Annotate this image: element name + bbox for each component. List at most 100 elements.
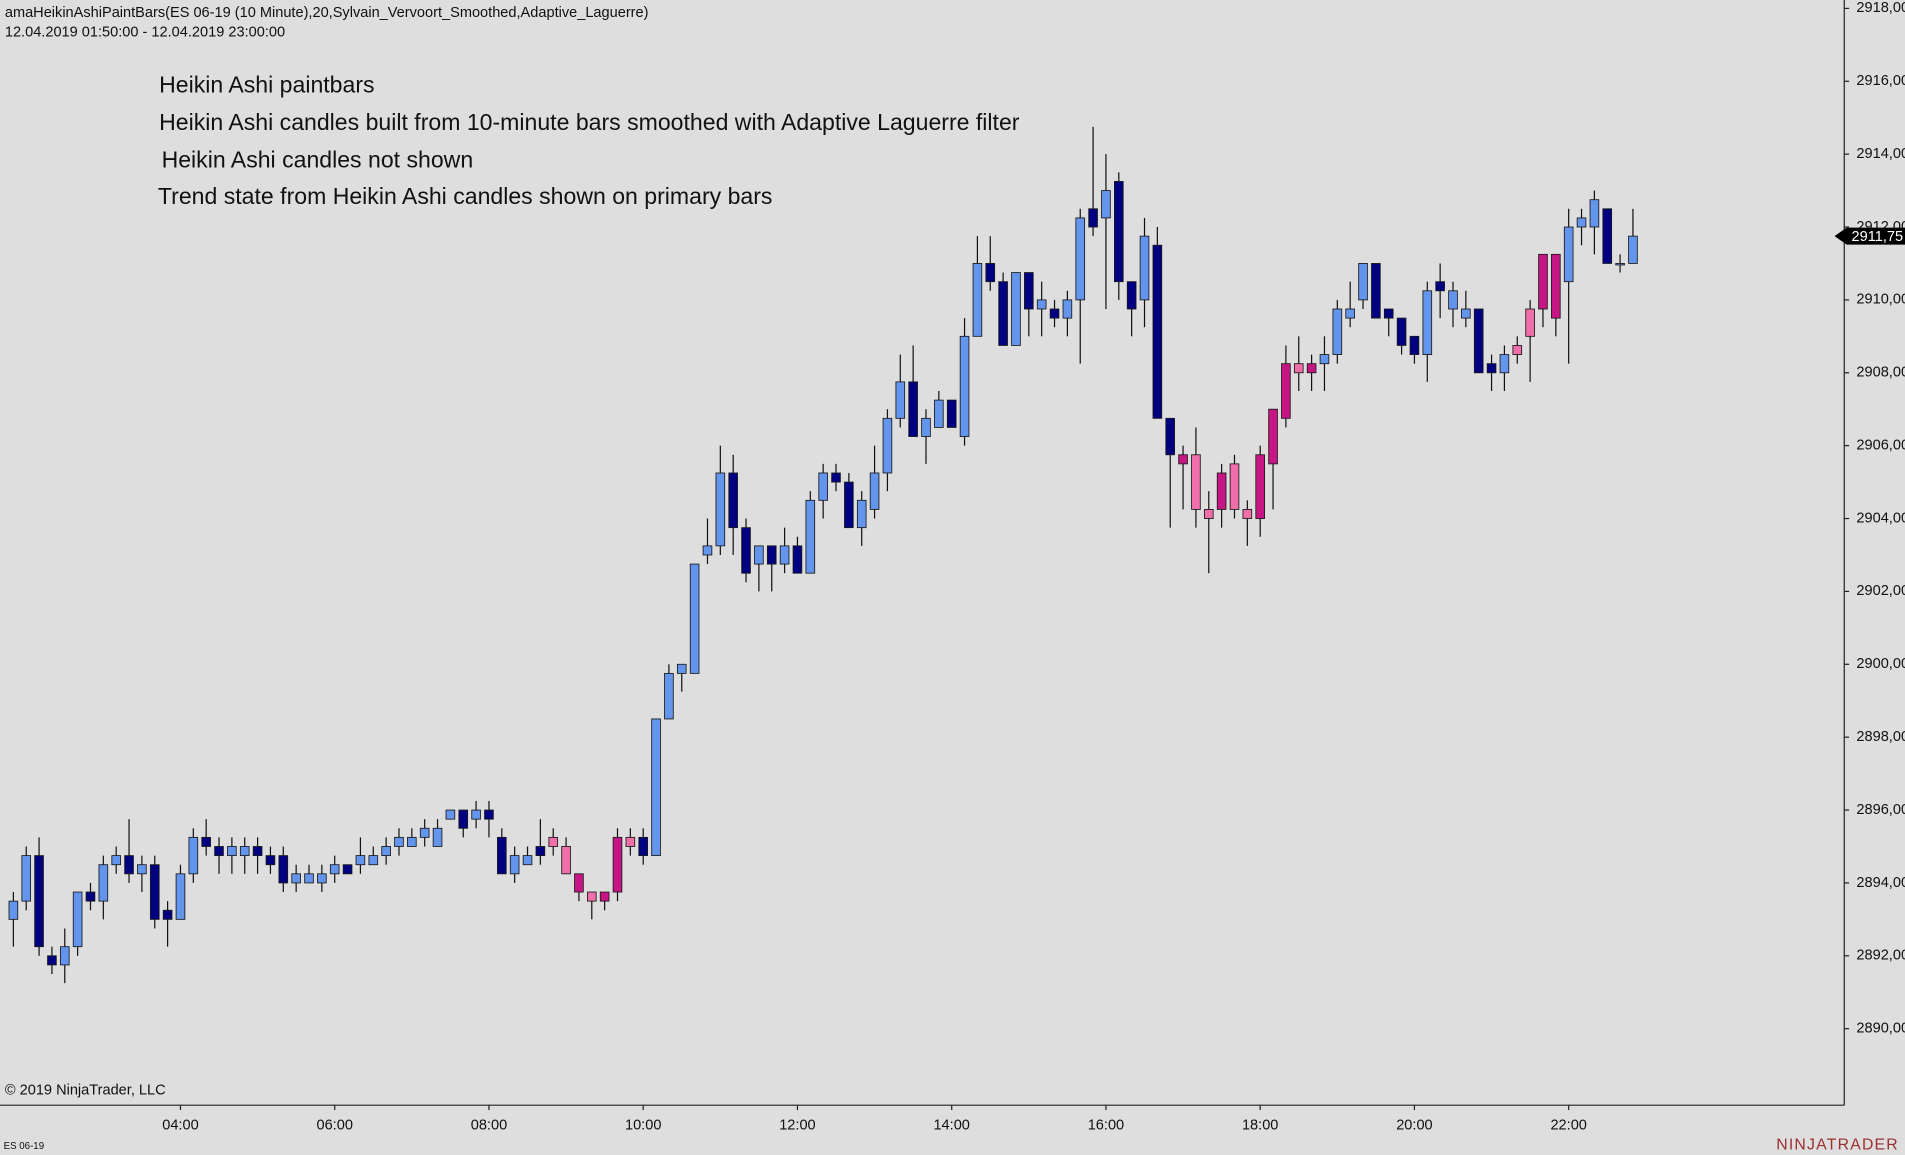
candle-body bbox=[612, 836, 623, 893]
candle-body bbox=[445, 809, 456, 820]
candle-body bbox=[1448, 290, 1458, 310]
candle-body bbox=[831, 472, 841, 483]
candle-body bbox=[1563, 226, 1574, 283]
last-price-label: 2911,75 bbox=[1852, 229, 1904, 245]
candle-body bbox=[1101, 190, 1111, 219]
candle-body bbox=[1113, 181, 1124, 283]
y-tick-label: 2906,00 bbox=[1856, 437, 1905, 453]
candle-body bbox=[1152, 244, 1163, 419]
candle-body bbox=[1281, 363, 1291, 419]
candle-body bbox=[175, 873, 186, 920]
candle-body bbox=[676, 663, 687, 674]
candle-body bbox=[1332, 308, 1343, 355]
candle-body bbox=[1486, 363, 1497, 374]
candle-body bbox=[1396, 317, 1407, 346]
candle-body bbox=[574, 873, 584, 893]
candle-body bbox=[522, 855, 533, 866]
x-tick-label: 04:00 bbox=[162, 1118, 198, 1134]
candle-body bbox=[34, 855, 44, 948]
candle-body bbox=[394, 836, 404, 847]
y-tick-label: 2900,00 bbox=[1856, 656, 1905, 672]
candle-body bbox=[368, 855, 379, 866]
y-tick-label: 2908,00 bbox=[1856, 365, 1905, 381]
candle-body bbox=[1062, 299, 1073, 319]
candle-body bbox=[1126, 281, 1137, 310]
candle-body bbox=[8, 900, 19, 920]
candle-body bbox=[561, 846, 571, 875]
candle-body bbox=[342, 864, 353, 875]
candle-body bbox=[1461, 308, 1471, 319]
candle-body bbox=[959, 335, 970, 437]
candle-body bbox=[239, 846, 250, 857]
annotation: Heikin Ashi candles built from 10-minute… bbox=[159, 109, 1020, 135]
candle-body bbox=[432, 827, 443, 847]
candle-body bbox=[779, 545, 790, 565]
candle-body bbox=[227, 846, 237, 857]
candle-body bbox=[1422, 290, 1433, 355]
y-tick-label: 2918,00 bbox=[1856, 0, 1905, 16]
annotation: Heikin Ashi candles not shown bbox=[162, 147, 474, 173]
candle-body bbox=[407, 836, 417, 847]
candle-body bbox=[355, 855, 366, 866]
x-tick-label: 14:00 bbox=[933, 1118, 969, 1134]
candle-body bbox=[1576, 217, 1587, 228]
y-tick-label: 2916,00 bbox=[1856, 73, 1905, 89]
candle-body bbox=[1216, 472, 1227, 510]
candle-body bbox=[715, 472, 726, 547]
candle-body bbox=[278, 855, 289, 884]
candle-body bbox=[1589, 199, 1600, 228]
candle-body bbox=[1011, 272, 1021, 346]
candle-body bbox=[1319, 354, 1330, 365]
candle-body bbox=[1268, 408, 1278, 465]
candle-body bbox=[1242, 508, 1253, 519]
candle-body bbox=[317, 873, 327, 884]
y-tick-label: 2902,00 bbox=[1856, 583, 1905, 599]
candle-body bbox=[458, 809, 469, 829]
candle-body bbox=[599, 891, 610, 902]
candle-body bbox=[844, 481, 854, 529]
candle-body bbox=[1371, 263, 1381, 319]
candle-body bbox=[535, 846, 546, 857]
x-tick-label: 12:00 bbox=[779, 1118, 815, 1134]
y-tick-label: 2894,00 bbox=[1856, 875, 1905, 891]
candle-body bbox=[47, 955, 57, 966]
candle-body bbox=[1602, 208, 1613, 264]
annotation: Trend state from Heikin Ashi candles sho… bbox=[158, 183, 773, 209]
candle-body bbox=[291, 873, 301, 884]
candle-body bbox=[252, 846, 263, 857]
candle-body bbox=[998, 281, 1008, 346]
chart-subtitle: 12.04.2019 01:50:00 - 12.04.2019 23:00:0… bbox=[5, 25, 285, 41]
x-tick-label: 20:00 bbox=[1396, 1118, 1432, 1134]
candle-body bbox=[72, 891, 83, 948]
candle-body bbox=[419, 827, 430, 838]
candle-body bbox=[1191, 454, 1201, 510]
candle-body bbox=[329, 864, 340, 875]
candle-body bbox=[265, 855, 276, 866]
candle-body bbox=[741, 527, 751, 574]
x-tick-label: 10:00 bbox=[625, 1118, 661, 1134]
candle-body bbox=[921, 417, 931, 437]
candle-body bbox=[664, 672, 674, 720]
y-tick-label: 2904,00 bbox=[1856, 510, 1905, 526]
x-tick-label: 08:00 bbox=[471, 1118, 507, 1134]
candle-body bbox=[856, 499, 867, 529]
y-tick-label: 2914,00 bbox=[1856, 146, 1905, 162]
candle-body bbox=[625, 836, 636, 847]
candle-body bbox=[1165, 417, 1176, 456]
y-tick-label: 2890,00 bbox=[1856, 1021, 1905, 1037]
candle-body bbox=[98, 864, 109, 902]
candle-body bbox=[1139, 235, 1150, 301]
copyright: © 2019 NinjaTrader, LLC bbox=[5, 1082, 166, 1098]
candle-body bbox=[1203, 508, 1214, 519]
candle-body bbox=[509, 855, 520, 875]
candle-body bbox=[1345, 308, 1355, 319]
candle-body bbox=[149, 864, 160, 920]
candle-body bbox=[805, 499, 816, 574]
candle-body bbox=[766, 545, 777, 565]
candle-body bbox=[304, 873, 314, 884]
chart-title: amaHeikinAshiPaintBars(ES 06-19 (10 Minu… bbox=[5, 5, 649, 21]
candle-body bbox=[484, 809, 494, 820]
candle-body bbox=[1628, 235, 1638, 264]
candle-body bbox=[882, 417, 893, 474]
